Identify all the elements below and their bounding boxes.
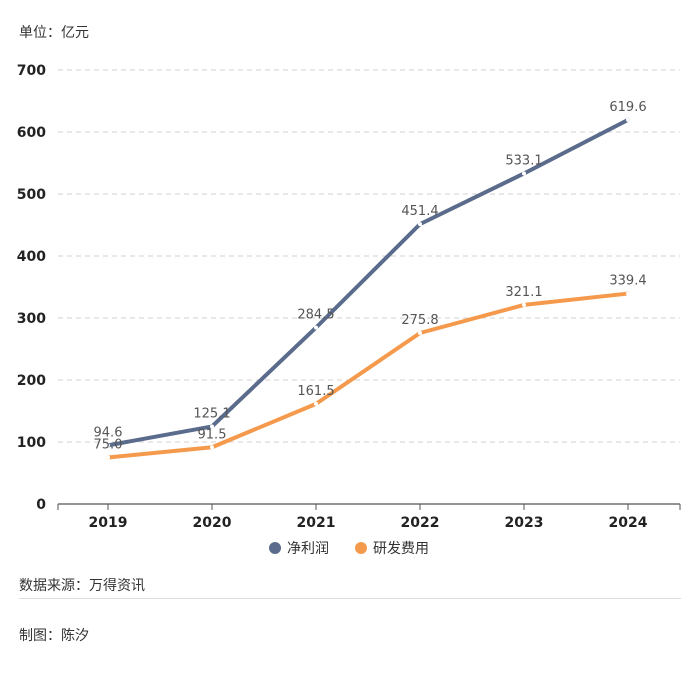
y-tick-label: 0	[36, 497, 46, 513]
data-point	[522, 302, 526, 307]
data-label: 451.4	[401, 204, 438, 219]
data-point	[314, 325, 318, 330]
x-tick-label: 2021	[297, 515, 336, 531]
data-point	[314, 401, 318, 406]
y-tick-label: 100	[17, 435, 46, 451]
legend-label: 净利润	[287, 541, 329, 557]
data-label: 321.1	[505, 285, 542, 300]
source-note: 数据来源：万得资讯	[19, 578, 145, 594]
line-chart: 0 100 200 300 400 500 600 700 2019 2020 2021 2022 20…	[17, 63, 681, 557]
y-tick-label: 400	[17, 249, 46, 265]
data-labels: 94.6 125.1 284.5 451.4 533.1 619.6 75.0 91.5 161…	[94, 100, 647, 453]
data-point	[626, 117, 630, 122]
gridlines	[58, 69, 680, 443]
data-point	[522, 171, 526, 176]
x-tick-label: 2023	[505, 515, 544, 531]
data-label: 275.8	[401, 313, 438, 328]
data-point	[106, 443, 110, 448]
y-tick-label: 200	[17, 373, 46, 389]
series-line-2	[106, 291, 630, 460]
legend: 净利润 研发费用	[269, 541, 429, 557]
y-tick-label: 500	[17, 187, 46, 203]
series	[106, 117, 630, 460]
data-point	[210, 445, 214, 450]
data-point	[418, 331, 422, 336]
x-tick-label: 2024	[609, 515, 648, 531]
x-tick-label: 2020	[193, 515, 232, 531]
data-label: 284.5	[297, 308, 334, 323]
data-point	[626, 291, 630, 296]
y-tick-label: 700	[17, 63, 46, 79]
unit-label: 单位：亿元	[19, 25, 89, 41]
data-label: 161.5	[297, 384, 334, 399]
divider	[19, 598, 681, 599]
author-note: 制图：陈汐	[19, 628, 89, 644]
y-tick-label: 300	[17, 311, 46, 327]
data-label: 94.6	[94, 425, 123, 440]
legend-label: 研发费用	[373, 541, 429, 557]
x-tick-label: 2022	[401, 515, 440, 531]
data-point	[418, 222, 422, 227]
data-label: 91.5	[198, 427, 227, 442]
series-line-1	[106, 117, 630, 448]
data-point	[106, 455, 110, 460]
data-label: 75.0	[94, 438, 123, 453]
legend-marker	[269, 542, 281, 554]
y-tick-label: 600	[17, 125, 46, 141]
data-label: 533.1	[505, 153, 542, 168]
data-label: 125.1	[193, 406, 230, 421]
x-tick-label: 2019	[89, 515, 128, 531]
data-label: 619.6	[609, 100, 646, 115]
axes: 0 100 200 300 400 500 600 700 2019 2020 2021 2022 20…	[17, 63, 681, 531]
data-label: 339.4	[609, 274, 646, 289]
legend-marker	[355, 542, 367, 554]
data-point	[210, 424, 214, 429]
